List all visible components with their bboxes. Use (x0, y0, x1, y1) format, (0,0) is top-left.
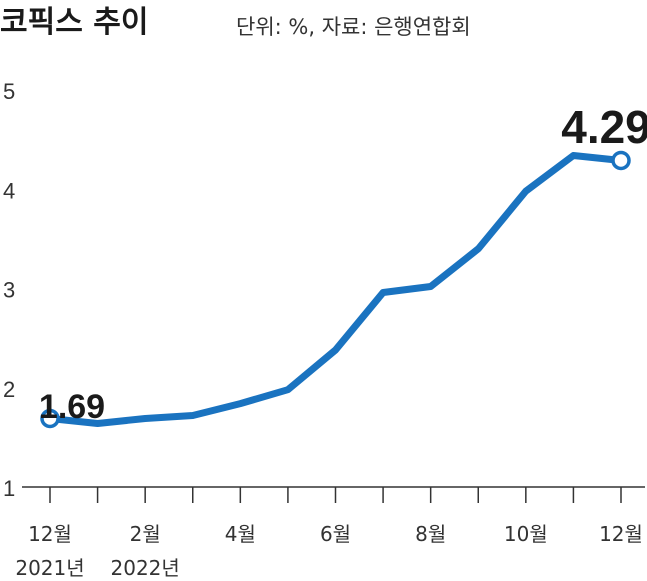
series-kofix (40, 150, 631, 429)
x-tick-label: 4월 (225, 522, 256, 546)
y-tick-label: 1 (3, 476, 15, 501)
y-tick-label: 5 (3, 79, 15, 104)
x-tick-label: 12월 (599, 522, 643, 546)
x-tick-label: 2월 (130, 522, 161, 546)
x-tick-label: 10월 (504, 522, 548, 546)
data-point-marker (611, 150, 631, 171)
y-tick-label: 4 (3, 178, 15, 203)
x-axis: 12월 2021년 2월 2022년 4월 6월 8월 10월 12월 (15, 486, 645, 580)
x-tick-label: 6월 (320, 522, 351, 546)
data-label: 1.69 (39, 388, 105, 426)
y-tick-label: 2 (3, 377, 15, 402)
data-point-marker (40, 408, 60, 429)
chart-subtitle: 단위: %, 자료: 은행연합회 (236, 15, 471, 39)
data-label: 4.29 (561, 101, 647, 153)
data-labels: 1.69 4.29 (39, 101, 647, 426)
chart-title: 코픽스 추이 (0, 5, 148, 40)
x-tick-year-label: 2022년 (111, 556, 180, 580)
x-tick-label: 12월 (28, 522, 72, 546)
series-line (46, 152, 625, 427)
y-tick-label: 3 (3, 278, 15, 303)
x-tick-label: 8월 (415, 522, 446, 546)
x-tick-year-label: 2021년 (15, 556, 84, 580)
y-axis: 1 2 3 4 5 (3, 79, 15, 501)
